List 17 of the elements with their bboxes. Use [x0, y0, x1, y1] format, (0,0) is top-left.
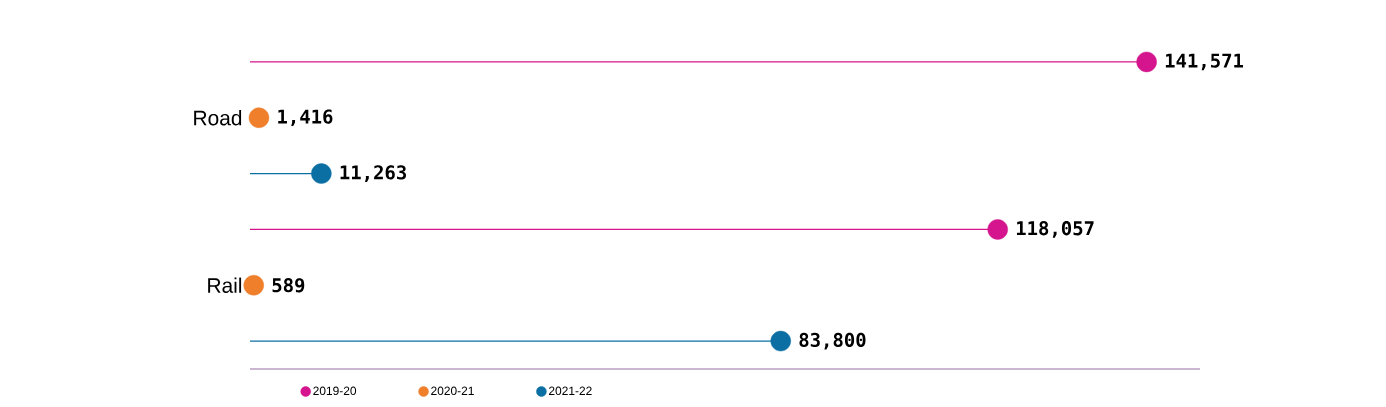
point: [243, 275, 264, 296]
legend-label: 2020-21: [431, 386, 474, 396]
data-label: 141,571: [1165, 53, 1243, 71]
data-label: 589: [272, 278, 305, 293]
data-label: 118,057: [1016, 221, 1094, 238]
legend-label: 2019-20: [313, 386, 357, 396]
point: [1136, 51, 1157, 73]
data-label: 11,263: [340, 165, 406, 182]
y-tick-label: Rail: [208, 277, 242, 293]
point: [248, 107, 270, 128]
point: [311, 163, 332, 184]
legend-label: 2021-22: [549, 386, 592, 396]
data-label: 83,800: [799, 332, 866, 350]
data-label: 1,416: [278, 109, 333, 127]
y-tick-label: Road: [194, 110, 242, 126]
point: [770, 330, 791, 352]
point: [987, 219, 1008, 240]
